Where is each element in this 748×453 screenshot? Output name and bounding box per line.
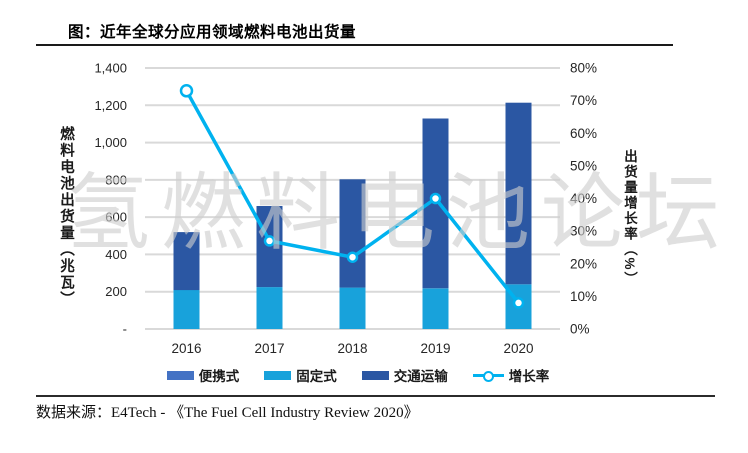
svg-text:80%: 80% (570, 61, 597, 76)
svg-text:2020: 2020 (503, 341, 533, 356)
svg-text:30%: 30% (570, 224, 597, 239)
svg-text:40%: 40% (570, 191, 597, 206)
svg-text:2016: 2016 (171, 341, 201, 356)
legend-item-transport: 交通运输 (361, 365, 448, 385)
svg-text:400: 400 (105, 247, 127, 262)
svg-text:800: 800 (105, 172, 127, 187)
data-source: 数据来源：E4Tech - 《The Fuel Cell Industry Re… (36, 405, 419, 421)
legend-item-stationary: 固定式 (264, 365, 337, 385)
svg-text:1,000: 1,000 (94, 135, 127, 150)
svg-text:60%: 60% (570, 126, 597, 141)
svg-text:50%: 50% (570, 158, 597, 173)
growth-line-swatch-icon (472, 370, 504, 382)
legend-label-stationary: 固定式 (296, 369, 337, 384)
svg-text:70%: 70% (570, 93, 597, 108)
svg-text:600: 600 (105, 210, 127, 225)
svg-text:0%: 0% (570, 322, 590, 337)
legend-item-growth: 增长率 (472, 365, 550, 385)
transport-swatch-icon (361, 370, 389, 380)
svg-text:200: 200 (105, 284, 127, 299)
svg-text:1,200: 1,200 (94, 98, 127, 113)
title-divider (36, 44, 673, 46)
legend-label-growth: 增长率 (508, 369, 550, 384)
footer-divider (36, 395, 715, 397)
portable-swatch-icon (166, 370, 194, 380)
svg-text:2019: 2019 (420, 341, 450, 356)
svg-text:10%: 10% (570, 289, 597, 304)
svg-text:2018: 2018 (337, 341, 367, 356)
chart-title: 图：近年全球分应用领域燃料电池出货量 (68, 24, 357, 41)
legend-label-transport: 交通运输 (393, 369, 448, 384)
legend-label-portable: 便携式 (198, 369, 240, 384)
svg-text:2017: 2017 (254, 341, 284, 356)
svg-text:-: - (123, 322, 127, 337)
left-axis-title: 燃料电池出货量（兆瓦） (58, 126, 74, 308)
stationary-swatch-icon (264, 370, 292, 380)
legend: 便携式 固定式 交通运输 增长率 (140, 366, 576, 384)
legend-item-portable: 便携式 (166, 365, 240, 385)
right-axis-title: 出货量增长率（%） (622, 149, 637, 288)
svg-text:1,400: 1,400 (94, 61, 127, 76)
svg-text:20%: 20% (570, 256, 597, 271)
